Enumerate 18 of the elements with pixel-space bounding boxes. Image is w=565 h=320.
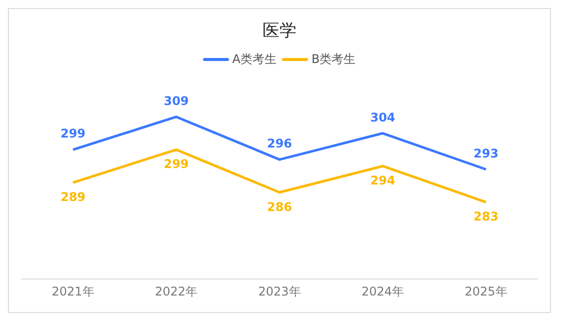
data-label: 293: [473, 146, 499, 160]
legend-label: A类考生: [232, 50, 276, 68]
data-label: 299: [60, 126, 86, 141]
chart-title: 医学: [262, 20, 298, 43]
data-label: 294: [370, 174, 396, 188]
data-label: 299: [164, 157, 189, 172]
legend-label: B类考生: [311, 50, 356, 68]
data-label: 304: [370, 110, 396, 124]
data-label: 296: [266, 136, 292, 151]
data-label: 309: [164, 94, 189, 108]
data-label: 289: [60, 190, 86, 204]
x-tick-label: 2025年: [464, 284, 508, 299]
x-tick-label: 2023年: [258, 284, 301, 299]
x-tick-label: 2022年: [154, 284, 198, 299]
data-label: 286: [266, 200, 292, 214]
data-label: 283: [473, 210, 499, 224]
x-tick-label: 2024年: [361, 284, 404, 299]
x-tick-label: 2021年: [52, 284, 94, 299]
